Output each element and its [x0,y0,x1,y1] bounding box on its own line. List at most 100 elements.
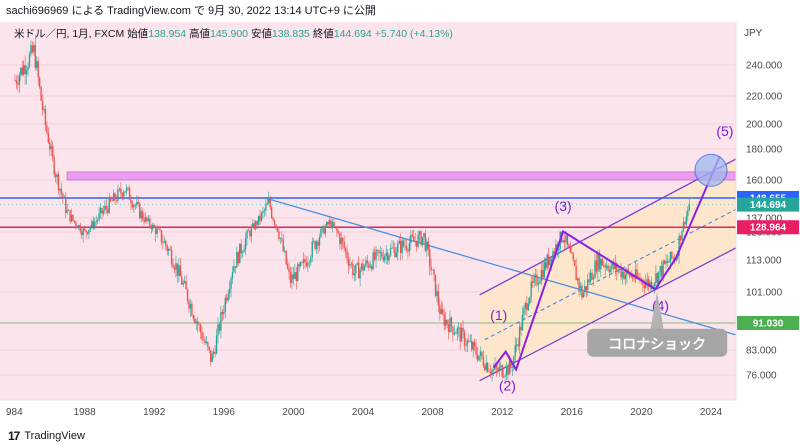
candle-body [514,345,516,357]
candle-body [347,258,350,266]
candle-body [489,371,492,374]
candle-body [123,192,125,197]
candle-body [487,363,489,372]
candle-body [523,308,525,315]
candle-body [529,297,531,304]
candle-body [494,365,496,370]
candle-body [456,328,458,334]
candle-body [668,262,670,263]
candle-body [156,228,158,234]
candle-body [57,174,60,191]
symbol-ohlc-line: 米ドル／円, 1月, FXCM 始値138.954 高値145.900 安値13… [14,27,453,40]
candle-body [603,265,605,266]
candle-body [226,297,228,301]
candle-body [373,252,376,260]
candle-body [342,238,344,242]
candle-body [629,272,631,277]
candle-body [679,235,682,241]
y-tick-label: 160.000 [746,176,783,187]
candle-body [355,264,357,274]
candle-body [482,357,485,366]
candle-body [458,327,460,329]
candle-body [439,305,441,314]
tradingview-brand[interactable]: TradingView [24,430,85,442]
candle-body [678,235,680,257]
candle-body [588,279,590,282]
candle-body [323,226,325,234]
candle-body [286,264,289,269]
candle-body [136,201,138,206]
candle-body [54,174,57,178]
candle-body [616,263,618,272]
candle-body [241,252,244,254]
candle-body [484,365,486,371]
candle-body [647,279,650,287]
candle-body [449,317,451,333]
candle-body [279,238,282,239]
candle-body [539,281,541,284]
candle-body [584,286,586,293]
candle-body [601,258,603,266]
candle-body [94,221,96,227]
price-chart[interactable]: (1)(2)(3)(4)(5)コロナショックJPY240.000220.0002… [0,22,800,424]
candle-body [562,240,564,243]
candle-body [89,226,92,230]
candle-body [101,207,103,214]
y-tick-label: 200.000 [746,120,783,131]
candle-body [423,233,425,237]
candle-body [382,257,384,261]
candle-body [579,285,582,289]
candle-body [460,327,463,342]
candle-body [78,225,80,229]
candle-body [516,344,518,346]
candle-body [266,202,268,205]
candle-body [37,61,39,78]
candle-body [60,188,63,194]
target-circle [694,153,728,187]
candle-body [114,193,116,200]
candle-body [592,277,595,280]
candle-body [298,264,300,266]
candle-body [79,225,81,232]
candle-body [318,236,321,246]
candle-body [420,231,422,245]
candle-body [610,266,612,273]
candle-body [149,218,151,226]
x-tick-label: 1992 [143,407,166,418]
candle-body [168,249,170,251]
candle-body [285,250,287,265]
candle-body [76,225,79,229]
candle-body [550,258,553,262]
candle-body [204,339,206,344]
candle-body [681,230,683,241]
candle-body [328,220,331,225]
elliott-wave-path [492,156,721,372]
candle-body [331,222,334,228]
candle-body [263,210,266,212]
candle-body [614,263,616,269]
candle-body [273,220,276,225]
candle-body [511,367,514,368]
y-tick-label: 101.000 [746,288,783,299]
candle-body [394,247,396,257]
candle-body [140,211,142,219]
candle-body [268,198,270,203]
candle-body [542,269,544,278]
candles [14,35,690,384]
candle-body [215,335,218,354]
candle-body [20,67,22,76]
x-tick-label: 2012 [491,407,514,418]
candle-body [685,216,688,225]
candle-body [265,204,267,211]
candle-body [453,333,456,335]
candle-body [636,269,638,277]
candle-body [398,240,400,244]
candle-body [388,255,390,261]
candle-body [185,281,187,290]
price-144-694-badge [737,197,799,212]
candle-body [128,187,131,200]
candle-body [313,241,315,242]
candle-body [356,262,358,265]
candle-body [178,265,180,276]
candle-body [611,261,614,267]
